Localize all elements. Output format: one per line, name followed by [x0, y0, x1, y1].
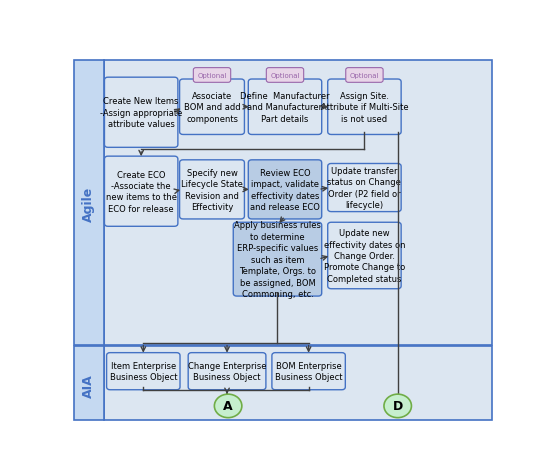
Text: Optional: Optional [350, 73, 379, 79]
Text: Update transfer
status on Change
Order (P2 field or
lifecycle): Update transfer status on Change Order (… [327, 167, 401, 210]
Text: Optional: Optional [270, 73, 300, 79]
Text: BOM Enterprise
Business Object: BOM Enterprise Business Object [275, 361, 342, 382]
Text: Optional: Optional [197, 73, 227, 79]
Text: AIA: AIA [82, 373, 95, 397]
FancyBboxPatch shape [193, 69, 230, 83]
FancyBboxPatch shape [248, 160, 322, 219]
FancyBboxPatch shape [248, 80, 322, 135]
Text: Specify new
Lifecycle State
Revision and
Effectivity: Specify new Lifecycle State Revision and… [181, 169, 243, 212]
Circle shape [384, 394, 412, 418]
FancyBboxPatch shape [179, 160, 244, 219]
Text: D: D [393, 399, 403, 413]
Circle shape [214, 394, 242, 418]
Text: Item Enterprise
Business Object: Item Enterprise Business Object [110, 361, 177, 382]
FancyBboxPatch shape [105, 157, 178, 227]
FancyBboxPatch shape [328, 164, 401, 212]
FancyBboxPatch shape [346, 69, 383, 83]
FancyBboxPatch shape [104, 61, 492, 345]
Text: Assign Site.
Attribute if Multi-Site
is not used: Assign Site. Attribute if Multi-Site is … [321, 91, 408, 123]
FancyBboxPatch shape [188, 353, 266, 390]
FancyBboxPatch shape [266, 69, 304, 83]
Text: Create New Items
-Assign appropriate
attribute values: Create New Items -Assign appropriate att… [100, 97, 182, 129]
Text: Review ECO
impact, validate
effectivity dates
and release ECO: Review ECO impact, validate effectivity … [250, 169, 320, 212]
Text: A: A [223, 399, 233, 413]
Text: Apply business rules
to determine
ERP-specific values
such as item
Template, Org: Apply business rules to determine ERP-sp… [234, 221, 321, 298]
FancyBboxPatch shape [328, 223, 401, 289]
FancyBboxPatch shape [328, 80, 401, 135]
Text: Change Enterprise
Business Object: Change Enterprise Business Object [188, 361, 266, 382]
FancyBboxPatch shape [74, 61, 104, 345]
Text: Define  Manufacturer
and Manufacturer
Part details: Define Manufacturer and Manufacturer Par… [240, 91, 330, 123]
FancyBboxPatch shape [104, 347, 492, 420]
Text: Update new
effectivity dates on
Change Order.
Promote Change to
Completed status: Update new effectivity dates on Change O… [324, 228, 405, 283]
Text: Agile: Agile [82, 186, 95, 221]
FancyBboxPatch shape [105, 78, 178, 148]
FancyBboxPatch shape [74, 347, 104, 420]
Text: Create ECO
-Associate the
new items to the
ECO for release: Create ECO -Associate the new items to t… [106, 170, 177, 213]
FancyBboxPatch shape [106, 353, 180, 390]
FancyBboxPatch shape [179, 80, 244, 135]
FancyBboxPatch shape [233, 223, 322, 297]
FancyBboxPatch shape [272, 353, 345, 390]
Text: Associate
BOM and add
components: Associate BOM and add components [184, 91, 240, 123]
